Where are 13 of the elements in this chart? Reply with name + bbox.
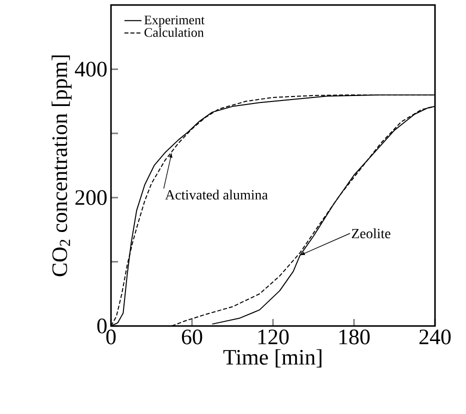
x-axis-title: Time [min] — [223, 349, 322, 368]
legend-label: Experiment — [144, 16, 205, 27]
x-tick-label: 180 — [339, 330, 370, 344]
x-tick-label: 60 — [182, 330, 202, 344]
annotation: Activated alumina — [165, 190, 268, 200]
annotation: Zeolite — [352, 228, 390, 238]
y-tick-label: 400 — [74, 62, 107, 77]
y-tick-label: 0 — [97, 318, 107, 334]
x-tick-label: 120 — [258, 330, 289, 344]
y-tick-label: 200 — [75, 190, 107, 206]
y-axis-title: CO$_{2}$ concentration [ppm] — [52, 55, 72, 276]
legend-label: Calculation — [144, 28, 204, 37]
x-tick-label: 240 — [419, 330, 451, 344]
